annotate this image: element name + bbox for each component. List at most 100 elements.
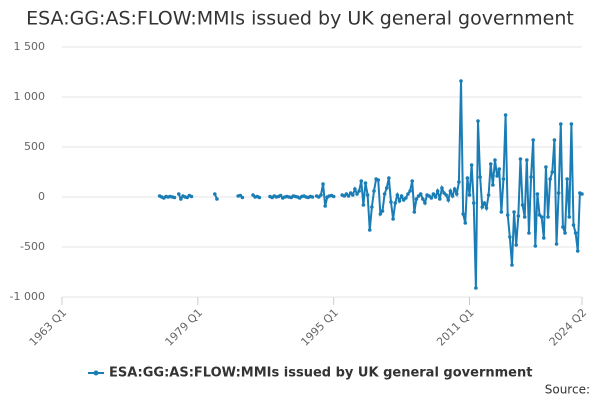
data-point (450, 194, 455, 198)
data-point (412, 210, 417, 214)
data-point (189, 194, 194, 199)
data-point (552, 138, 557, 142)
data-point (580, 192, 584, 196)
data-point (435, 189, 440, 193)
data-point (463, 221, 468, 225)
data-point (533, 244, 538, 248)
data-point (355, 192, 359, 196)
data-point (503, 113, 508, 117)
data-point (478, 175, 482, 179)
data-point (446, 198, 451, 202)
legend-marker (93, 370, 99, 376)
data-point (535, 192, 540, 196)
y-tick-label: -1 000 (10, 290, 45, 303)
data-point (363, 181, 368, 185)
legend-item: ESA:GG:AS:FLOW:MMIs issued by UK general… (88, 366, 532, 381)
data-point (380, 209, 385, 213)
data-point (399, 194, 404, 198)
data-point (548, 177, 552, 181)
data-point (471, 201, 476, 205)
data-point (467, 193, 472, 197)
data-point (546, 215, 550, 219)
data-point (565, 177, 569, 181)
series-line (159, 80, 583, 289)
data-point (391, 217, 395, 221)
x-tick-label: 2024 Q2 (547, 306, 590, 349)
data-point (527, 231, 531, 235)
data-point (461, 212, 465, 216)
data-point (525, 158, 529, 162)
data-point (353, 187, 357, 191)
data-point (563, 231, 567, 235)
data-point (550, 170, 555, 174)
y-tick-label: 0 (38, 190, 45, 203)
data-point (484, 206, 489, 210)
data-point (493, 158, 497, 162)
data-point (172, 195, 177, 200)
data-point (176, 192, 181, 196)
data-point (505, 213, 510, 217)
data-point (514, 243, 519, 247)
y-tick-label: 1 500 (14, 40, 46, 53)
data-point (365, 193, 370, 197)
data-point (357, 189, 361, 193)
data-point (384, 186, 389, 190)
data-point (495, 174, 499, 178)
data-point (516, 214, 521, 218)
data-point (486, 193, 491, 197)
data-point (418, 192, 423, 196)
x-tick-label: 2011 Q1 (434, 306, 477, 349)
data-point (573, 231, 578, 235)
data-point (321, 182, 325, 186)
data-point (429, 196, 434, 200)
data-point (518, 157, 523, 161)
data-point (179, 197, 183, 201)
source: Source: (545, 383, 590, 397)
data-point (544, 165, 548, 169)
x-tick-label: 1963 Q1 (27, 306, 70, 349)
data-point (556, 191, 561, 195)
data-point (437, 197, 442, 201)
data-point (331, 194, 336, 199)
data-point (499, 210, 504, 214)
data-point (459, 79, 463, 83)
data-point (444, 193, 448, 197)
data-point (414, 197, 419, 201)
data-point (421, 197, 425, 201)
y-tick-label: -500 (20, 240, 45, 253)
data-point (323, 204, 327, 208)
data-point (433, 195, 438, 199)
data-point (310, 195, 315, 199)
data-point (531, 138, 535, 142)
data-point (452, 187, 457, 191)
data-point (575, 249, 580, 253)
data-point (382, 192, 387, 196)
data-point (474, 286, 478, 290)
chart-title: ESA:GG:AS:FLOW:MMIs issued by UK general… (26, 8, 574, 30)
data-point (561, 225, 565, 229)
data-point (410, 179, 415, 183)
data-point (491, 183, 495, 187)
data-point (457, 180, 461, 184)
data-point (541, 236, 546, 240)
data-point (440, 186, 444, 190)
data-point (510, 263, 514, 267)
data-point (376, 178, 381, 182)
data-point (406, 192, 410, 196)
data-point (387, 176, 391, 180)
data-point (359, 179, 364, 183)
data-point (404, 196, 408, 200)
x-tick-label: 1995 Q1 (298, 306, 341, 349)
data-point (350, 193, 355, 197)
data-point (448, 189, 453, 193)
data-point (319, 193, 323, 197)
data-point (482, 201, 487, 205)
data-point (240, 195, 245, 200)
data-point (408, 189, 412, 193)
data-point (476, 119, 480, 123)
data-point (215, 197, 219, 201)
data-point (213, 192, 217, 196)
data-point (393, 201, 398, 205)
